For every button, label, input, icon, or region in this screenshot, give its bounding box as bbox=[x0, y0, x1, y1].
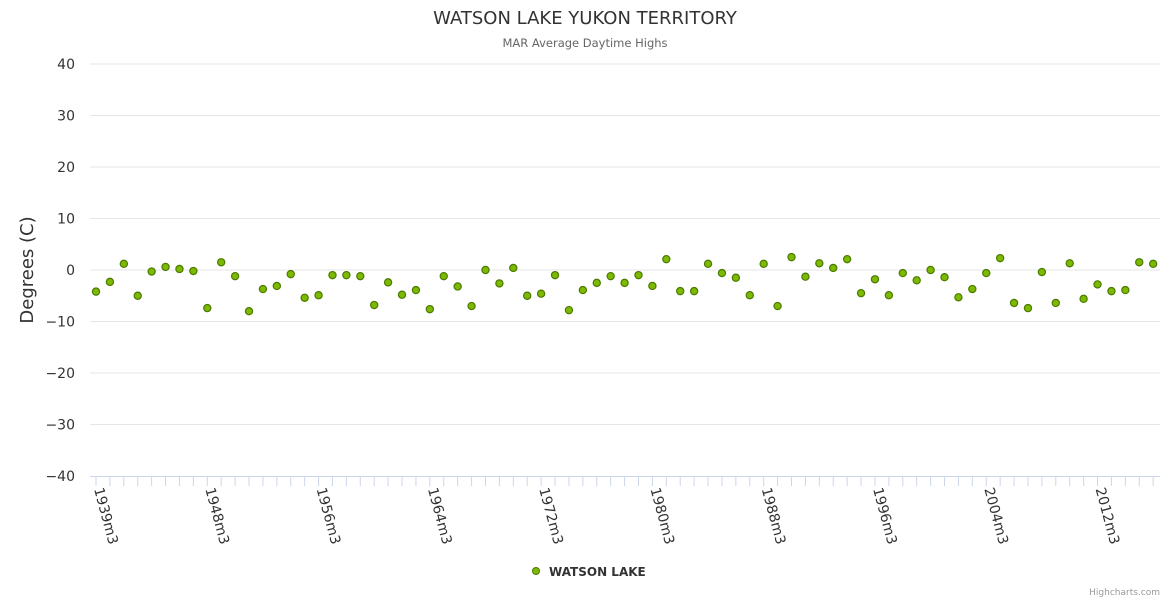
data-point[interactable] bbox=[856, 288, 866, 298]
data-point[interactable] bbox=[272, 281, 282, 291]
data-point[interactable] bbox=[397, 290, 407, 299]
y-tick-label: −30 bbox=[45, 418, 75, 434]
y-tick-label: 20 bbox=[57, 160, 75, 176]
x-axis bbox=[90, 476, 1160, 486]
data-point[interactable] bbox=[1023, 303, 1033, 313]
data-point[interactable] bbox=[717, 268, 727, 278]
y-axis-labels: 40 30 20 10 0 −10 −20 −30 −40 bbox=[45, 57, 75, 485]
data-point[interactable] bbox=[453, 282, 462, 291]
data-point[interactable] bbox=[356, 271, 365, 281]
y-tick-label: 0 bbox=[66, 263, 75, 279]
data-point[interactable] bbox=[620, 278, 629, 288]
data-point[interactable] bbox=[550, 270, 560, 280]
data-point[interactable] bbox=[342, 270, 351, 280]
data-point[interactable] bbox=[244, 307, 254, 316]
legend-item-watson-lake[interactable]: WATSON LAKE bbox=[549, 565, 646, 579]
data-point[interactable] bbox=[912, 276, 921, 285]
data-point[interactable] bbox=[439, 271, 448, 281]
data-point[interactable] bbox=[119, 259, 129, 269]
data-point[interactable] bbox=[161, 262, 170, 272]
legend[interactable]: WATSON LAKE bbox=[532, 565, 646, 579]
data-point[interactable] bbox=[759, 259, 768, 269]
legend-marker-icon bbox=[532, 567, 540, 575]
data-point[interactable] bbox=[676, 286, 685, 296]
data-point[interactable] bbox=[175, 264, 184, 274]
data-point[interactable] bbox=[1009, 298, 1019, 308]
data-point[interactable] bbox=[564, 305, 574, 315]
data-point[interactable] bbox=[926, 265, 935, 275]
data-point[interactable] bbox=[689, 286, 699, 296]
data-point[interactable] bbox=[940, 273, 949, 282]
y-tick-label: −20 bbox=[45, 366, 75, 382]
data-point[interactable] bbox=[1121, 285, 1130, 295]
data-point[interactable] bbox=[884, 291, 894, 300]
data-point[interactable] bbox=[1135, 258, 1144, 267]
data-point[interactable] bbox=[105, 277, 115, 287]
data-point[interactable] bbox=[230, 271, 240, 281]
data-point[interactable] bbox=[258, 284, 268, 294]
data-point[interactable] bbox=[1079, 294, 1088, 304]
data-point[interactable] bbox=[703, 259, 713, 269]
data-point[interactable] bbox=[1051, 298, 1060, 308]
data-point[interactable] bbox=[592, 278, 601, 288]
data-point[interactable] bbox=[1037, 267, 1047, 277]
series-watson-lake[interactable] bbox=[91, 252, 1158, 316]
data-point[interactable] bbox=[536, 289, 546, 298]
data-point[interactable] bbox=[314, 291, 323, 300]
data-point[interactable] bbox=[189, 266, 198, 276]
data-point[interactable] bbox=[1148, 259, 1158, 269]
data-point[interactable] bbox=[1093, 280, 1102, 289]
data-point[interactable] bbox=[1107, 286, 1116, 296]
data-point[interactable] bbox=[300, 293, 309, 303]
data-point[interactable] bbox=[842, 254, 852, 264]
y-tick-label: −40 bbox=[45, 469, 75, 485]
data-point[interactable] bbox=[328, 270, 337, 280]
data-point[interactable] bbox=[370, 300, 379, 310]
data-point[interactable] bbox=[815, 259, 824, 268]
data-point[interactable] bbox=[523, 291, 532, 300]
data-point[interactable] bbox=[801, 272, 810, 281]
chart-title: WATSON LAKE YUKON TERRITORY bbox=[433, 8, 738, 29]
y-gridlines bbox=[90, 63, 1160, 425]
chart-subtitle: MAR Average Daytime Highs bbox=[502, 36, 667, 50]
y-tick-label: 40 bbox=[57, 57, 75, 73]
data-point[interactable] bbox=[787, 252, 796, 262]
data-point[interactable] bbox=[467, 301, 476, 311]
data-point[interactable] bbox=[383, 278, 393, 287]
data-point[interactable] bbox=[662, 254, 671, 264]
data-point[interactable] bbox=[982, 268, 991, 278]
data-point[interactable] bbox=[91, 287, 101, 296]
data-point[interactable] bbox=[203, 303, 212, 313]
data-point[interactable] bbox=[968, 284, 977, 294]
data-point[interactable] bbox=[648, 281, 657, 291]
data-point[interactable] bbox=[731, 273, 741, 282]
data-point[interactable] bbox=[411, 285, 421, 295]
data-point[interactable] bbox=[745, 291, 754, 300]
data-point[interactable] bbox=[954, 293, 963, 302]
y-axis-title: Degrees (C) bbox=[17, 216, 38, 323]
data-point[interactable] bbox=[870, 275, 880, 284]
data-point[interactable] bbox=[286, 269, 295, 279]
data-point[interactable] bbox=[216, 258, 226, 267]
y-tick-label: 10 bbox=[57, 212, 75, 228]
data-point[interactable] bbox=[995, 253, 1005, 263]
data-point[interactable] bbox=[481, 265, 490, 275]
data-point[interactable] bbox=[425, 304, 435, 314]
data-point[interactable] bbox=[898, 268, 907, 278]
data-point[interactable] bbox=[606, 271, 615, 281]
data-point[interactable] bbox=[509, 263, 518, 273]
data-point[interactable] bbox=[495, 279, 504, 288]
data-point[interactable] bbox=[133, 291, 142, 300]
data-point[interactable] bbox=[634, 270, 643, 280]
data-point[interactable] bbox=[1065, 259, 1074, 268]
y-tick-label: 30 bbox=[57, 109, 75, 125]
credits-link[interactable]: Highcharts.com bbox=[1089, 588, 1160, 598]
data-point[interactable] bbox=[147, 267, 156, 276]
y-tick-label: −10 bbox=[45, 315, 75, 331]
data-point[interactable] bbox=[773, 301, 782, 311]
data-point[interactable] bbox=[578, 285, 588, 295]
data-point[interactable] bbox=[829, 263, 838, 273]
